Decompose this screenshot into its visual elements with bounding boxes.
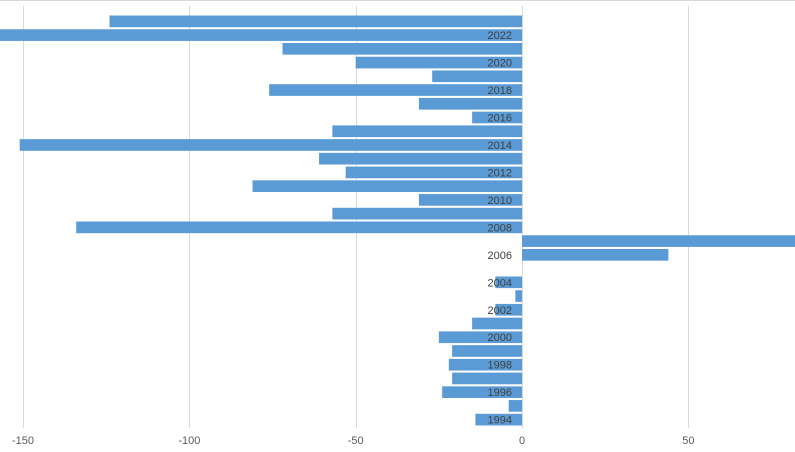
category-label-2000: 2000 [488, 332, 512, 344]
bar-1994 [475, 413, 522, 426]
category-label-1998: 1998 [488, 360, 512, 372]
bar-2009 [332, 207, 522, 220]
category-label-2020: 2020 [488, 58, 512, 70]
bar-2014 [19, 139, 522, 151]
bar-2000 [438, 331, 522, 344]
gridlines [23, 6, 689, 428]
category-label-2014: 2014 [488, 140, 512, 152]
bar-2012 [345, 166, 522, 179]
bar-2021 [282, 43, 522, 55]
x-tick-label: -100 [178, 435, 200, 447]
bar-2003 [515, 290, 522, 302]
x-tick-label: 50 [682, 435, 694, 447]
bars [0, 15, 795, 426]
bar-2013 [319, 152, 522, 165]
bar-2017 [418, 97, 522, 110]
category-label-2016: 2016 [488, 113, 512, 125]
bar-1999 [452, 345, 522, 357]
category-label-2004: 2004 [488, 277, 512, 289]
bar-2022 [0, 29, 522, 41]
bar-2006 [522, 249, 669, 261]
bar-1995 [508, 400, 522, 412]
category-labels: 1994 1996 1998 2000 2002 2004 2006 2008 2010 2012… [488, 30, 512, 427]
bar-2008 [76, 221, 522, 234]
x-axis-tick-labels: -300-250-200-150-100-50050100150 [12, 435, 694, 447]
bar-2011 [252, 180, 523, 192]
category-label-2010: 2010 [488, 195, 512, 207]
category-label-2008: 2008 [488, 222, 512, 234]
category-label-2022: 2022 [488, 30, 512, 42]
bar-2002 [495, 303, 522, 316]
bar-2019 [432, 70, 522, 83]
category-label-2002: 2002 [488, 305, 512, 317]
bar-2004 [495, 276, 522, 289]
category-label-2012: 2012 [488, 167, 512, 179]
x-tick-label: -50 [348, 435, 364, 447]
bar-2023 [109, 15, 523, 28]
bar-2018 [269, 84, 522, 96]
bar-2007 [522, 235, 795, 247]
bar-2016 [472, 111, 522, 124]
bar-2015 [332, 125, 522, 138]
bar-2010 [418, 194, 522, 206]
bar-1997 [452, 372, 522, 385]
x-tick-label: -150 [12, 435, 34, 447]
x-tick-label: 0 [519, 435, 525, 447]
category-label-1994: 1994 [488, 415, 512, 427]
bar-2001 [472, 317, 522, 330]
bar-2020 [355, 56, 522, 69]
category-label-2006: 2006 [488, 250, 512, 262]
category-label-2018: 2018 [488, 85, 512, 97]
bar-1998 [448, 358, 522, 371]
category-label-1996: 1996 [488, 387, 512, 399]
bar-1996 [442, 386, 522, 398]
